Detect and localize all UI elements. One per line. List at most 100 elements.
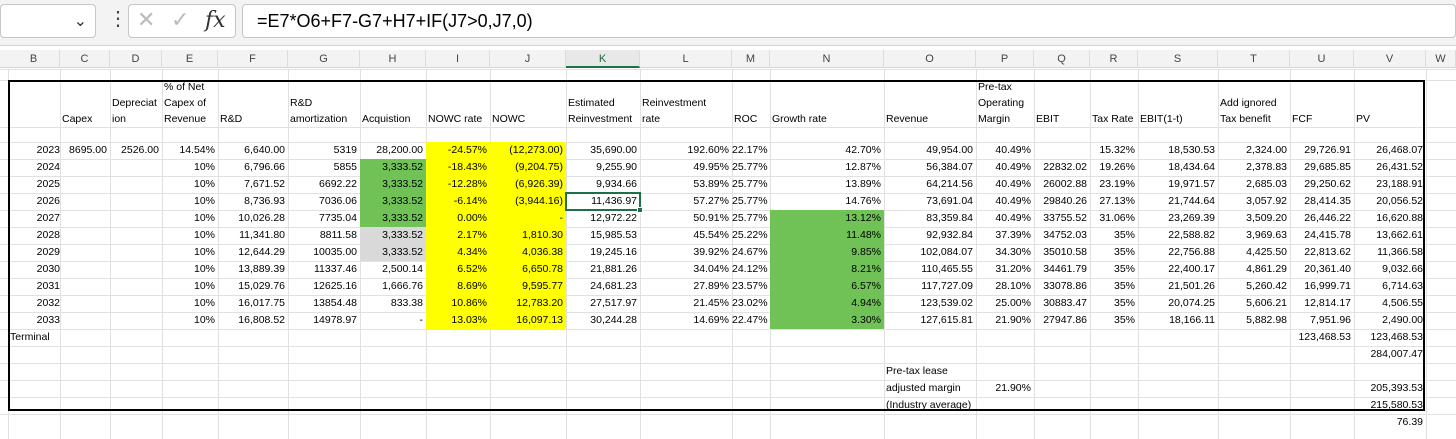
cell-n-row-1[interactable]: 42.70% (845, 144, 881, 156)
cell-u-row-1[interactable]: 29,726.91 (1304, 144, 1351, 156)
cell-v-row-5[interactable]: 16,620.88 (1376, 212, 1423, 224)
cell-v-row-7[interactable]: 11,366.58 (1377, 246, 1423, 258)
cell-o-row-8[interactable]: 110,465.55 (921, 263, 973, 275)
more-icon[interactable]: ⋮ (108, 8, 128, 30)
cell-b-row-1[interactable]: 2023 (36, 144, 60, 156)
cell-p-row-9[interactable]: 28.10% (995, 280, 1031, 292)
cell-b-row-7[interactable]: 2029 (36, 246, 60, 258)
cell-h-row-10[interactable]: 833.38 (390, 297, 423, 309)
cell-t-row-3[interactable]: 2,685.03 (1246, 178, 1287, 190)
cell-n-row-3[interactable]: 13.89% (845, 178, 881, 190)
cell-o-row-10[interactable]: 123,539.02 (920, 297, 973, 309)
cell-v-row-10[interactable]: 4,506.55 (1382, 297, 1423, 309)
lease-label-2[interactable]: adjusted margin (886, 382, 961, 394)
cell-d-row-4[interactable] (110, 193, 162, 210)
cell-k-row-2[interactable]: 9,255.90 (596, 161, 637, 173)
cell-c-row-2[interactable] (60, 159, 110, 176)
cell-s-row-3[interactable]: 19,971.57 (1168, 178, 1215, 190)
header-pretax-margin[interactable]: Pre-tax Operating Margin (976, 79, 1034, 127)
cell-d-row-6[interactable] (110, 227, 162, 244)
cell-l-row-8[interactable]: 34.04% (693, 263, 729, 275)
cell-d-row-7[interactable] (110, 244, 162, 261)
header-growth-rate[interactable]: Growth rate (770, 111, 884, 127)
cell-l-row-4[interactable]: 57.27% (693, 195, 729, 207)
cell-v-row-9[interactable]: 6,714.63 (1382, 280, 1423, 292)
cell-i-row-5[interactable]: 0.00% (426, 210, 490, 227)
cell-e-row-4[interactable]: 10% (193, 195, 215, 207)
cell-t-row-11[interactable]: 5,882.98 (1246, 314, 1287, 326)
header-revenue[interactable]: Revenue (884, 111, 976, 127)
cell-u-row-2[interactable]: 29,685.85 (1304, 161, 1351, 173)
cell-e-row-3[interactable]: 10% (193, 178, 215, 190)
cell-e-row-1[interactable]: 14.54% (179, 144, 215, 156)
cell-p-row-6[interactable]: 37.39% (995, 229, 1031, 241)
value-215580[interactable]: 215,580.53 (1370, 399, 1423, 411)
header-roc[interactable]: ROC (732, 111, 770, 127)
cell-o-row-3[interactable]: 64,214.56 (926, 178, 973, 190)
name-box[interactable]: ⌄ (0, 4, 96, 38)
header-reinvestment-rate[interactable]: Reinvestment rate (640, 95, 732, 127)
cell-m-row-9[interactable]: 23.57% (732, 280, 768, 292)
column-header-q[interactable]: Q (1034, 50, 1090, 68)
column-header-n[interactable]: N (770, 50, 884, 68)
cell-c-row-9[interactable] (60, 278, 110, 295)
cell-s-row-1[interactable]: 18,530.53 (1168, 144, 1215, 156)
cell-g-row-1[interactable]: 5319 (333, 144, 357, 156)
cell-p-row-11[interactable]: 21.90% (995, 314, 1031, 326)
cell-c-row-1[interactable]: 8695.00 (69, 144, 107, 156)
total-pv[interactable]: 284,007.47 (1370, 348, 1423, 360)
cell-d-row-5[interactable] (110, 210, 162, 227)
cell-r-row-2[interactable]: 19.26% (1099, 161, 1135, 173)
cell-g-row-10[interactable]: 13854.48 (313, 297, 357, 309)
cell-p-row-7[interactable]: 34.30% (995, 246, 1031, 258)
cell-q-row-9[interactable]: 33078.86 (1043, 280, 1087, 292)
cell-e-row-6[interactable]: 10% (193, 229, 215, 241)
cell-o-row-7[interactable]: 102,084.07 (920, 246, 973, 258)
column-header-c[interactable]: C (60, 50, 110, 68)
cell-u-row-7[interactable]: 22,813.62 (1304, 246, 1351, 258)
cell-g-row-9[interactable]: 12625.16 (313, 280, 357, 292)
cell-u-row-11[interactable]: 7,951.96 (1310, 314, 1351, 326)
terminal-label[interactable]: Terminal (10, 331, 50, 343)
cell-e-row-2[interactable]: 10% (193, 161, 215, 173)
cell-k-row-6[interactable]: 15,985.53 (590, 229, 637, 241)
column-header-g[interactable]: G (288, 50, 360, 68)
cell-f-row-6[interactable]: 11,341.80 (239, 229, 285, 241)
cell-o-row-5[interactable]: 83,359.84 (926, 212, 973, 224)
cell-s-row-6[interactable]: 22,588.82 (1168, 229, 1215, 241)
cell-n-row-5[interactable]: 13.12% (770, 210, 884, 227)
enter-icon[interactable]: ✓ (171, 8, 190, 33)
cell-v-row-1[interactable]: 26,468.07 (1376, 144, 1423, 156)
header-capex[interactable]: Capex (60, 111, 110, 127)
cell-h-row-7[interactable]: 3,333.52 (360, 244, 426, 261)
column-header-s[interactable]: S (1138, 50, 1218, 68)
cell-j-row-9[interactable]: 9,595.77 (490, 278, 566, 295)
cell-b-row-4[interactable]: 2026 (36, 195, 60, 207)
cell-h-row-2[interactable]: 3,333.52 (360, 159, 426, 176)
lease-label-3[interactable]: (Industry average) (886, 399, 972, 411)
cell-k-row-1[interactable]: 35,690.00 (590, 144, 637, 156)
column-header-m[interactable]: M (732, 50, 770, 68)
cell-b-row-9[interactable]: 2031 (36, 280, 60, 292)
cell-q-row-3[interactable]: 26002.88 (1043, 178, 1087, 190)
cell-s-row-2[interactable]: 18,434.64 (1168, 161, 1215, 173)
column-header-l[interactable]: L (640, 50, 732, 68)
cell-j-row-7[interactable]: 4,036.38 (490, 244, 566, 261)
cell-i-row-7[interactable]: 4.34% (426, 244, 490, 261)
cell-o-row-11[interactable]: 127,615.81 (920, 314, 973, 326)
cell-f-row-11[interactable]: 16,808.52 (238, 314, 285, 326)
header-pv[interactable]: PV (1354, 111, 1426, 127)
cell-b-row-2[interactable]: 2024 (36, 161, 60, 173)
cell-d-row-1[interactable]: 2526.00 (121, 144, 159, 156)
cell-u-row-6[interactable]: 24,415.78 (1304, 229, 1351, 241)
column-header-e[interactable]: E (162, 50, 218, 68)
cell-p-row-2[interactable]: 40.49% (995, 161, 1031, 173)
header-pct-net-capex[interactable]: % of Net Capex of Revenue (162, 79, 218, 127)
cell-k-row-3[interactable]: 9,934.66 (596, 178, 637, 190)
header-ebit-1-t[interactable]: EBIT(1-t) (1138, 111, 1218, 127)
cell-f-row-5[interactable]: 10,026.28 (238, 212, 285, 224)
cell-c-row-6[interactable] (60, 227, 110, 244)
column-header-t[interactable]: T (1218, 50, 1290, 68)
cell-k-row-8[interactable]: 21,881.26 (590, 263, 637, 275)
cell-m-row-3[interactable]: 25.77% (732, 178, 768, 190)
